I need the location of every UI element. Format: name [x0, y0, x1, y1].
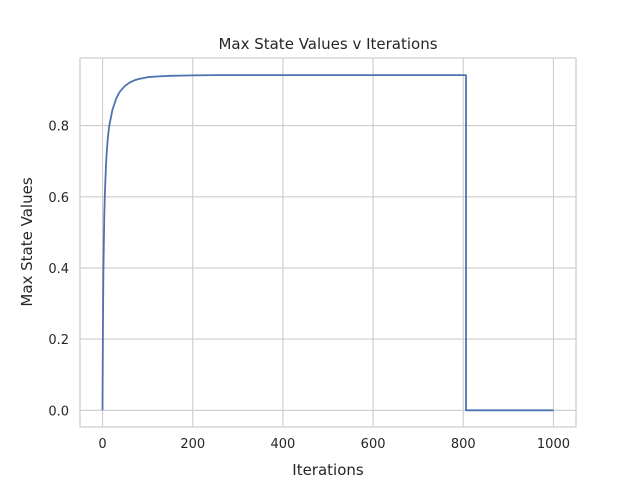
y-tick-labels: 0.0 0.2 0.4 0.6 0.8 — [48, 120, 69, 420]
series-group — [101, 74, 554, 412]
x-tick-label: 0 — [98, 437, 106, 452]
plot-area-frame — [79, 57, 577, 428]
y-tick-label: 0.2 — [48, 333, 69, 348]
series-line — [101, 74, 554, 412]
y-tick-label: 0.8 — [48, 120, 69, 135]
y-tick-label: 0.6 — [48, 191, 69, 206]
x-tick-label: 800 — [451, 437, 476, 452]
x-tick-label: 400 — [270, 437, 295, 452]
x-tick-labels: 0 200 400 600 800 1000 — [98, 437, 570, 452]
y-tick-label: 0.4 — [48, 262, 69, 277]
x-tick-label: 600 — [361, 437, 386, 452]
x-tick-label: 1000 — [537, 437, 570, 452]
x-tick-label: 200 — [180, 437, 205, 452]
chart-title: Max State Values v Iterations — [218, 35, 437, 53]
y-axis-label: Max State Values — [18, 177, 36, 306]
grid — [80, 58, 576, 427]
y-tick-label: 0.0 — [48, 404, 69, 419]
x-axis-label: Iterations — [292, 461, 364, 479]
